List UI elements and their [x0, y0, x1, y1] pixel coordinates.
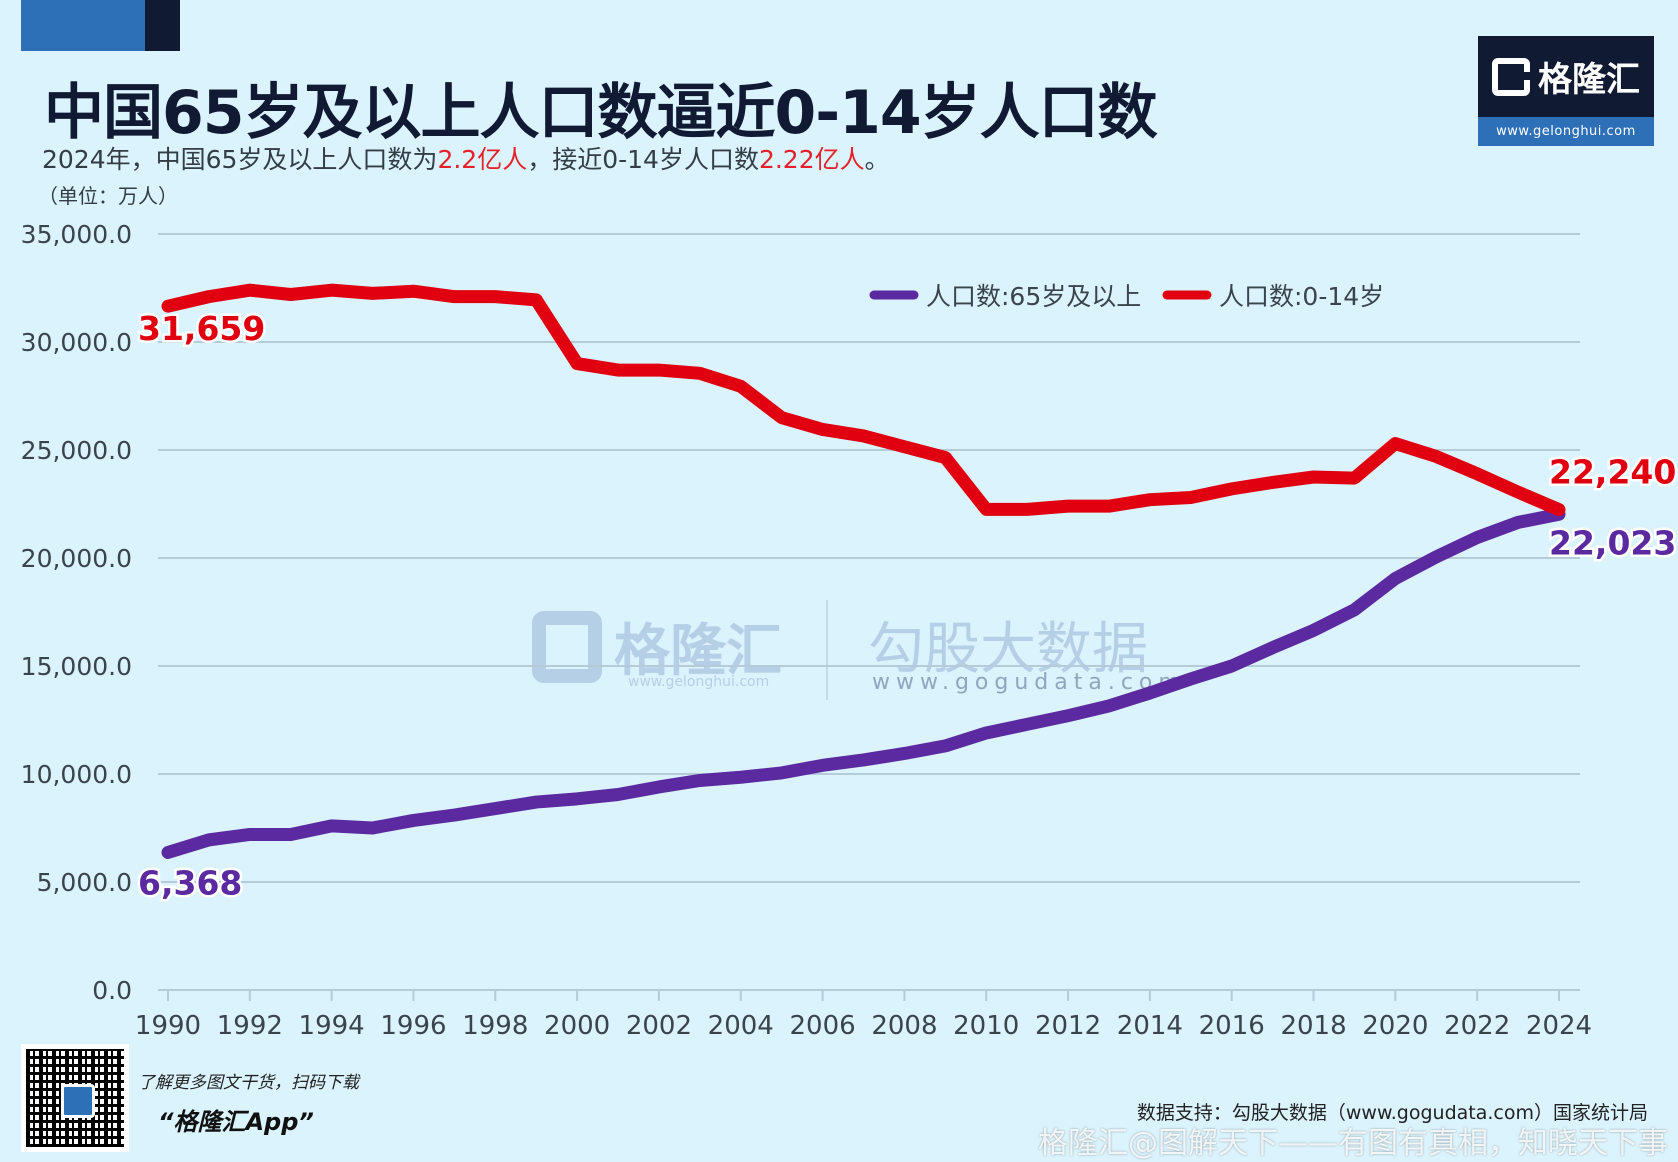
app-name: “格隆汇App”: [158, 1108, 314, 1136]
gelonghui-logo: 格隆汇 www.gelonghui.com: [1478, 36, 1654, 146]
x-tick-label: 2018: [1280, 1011, 1346, 1041]
x-tick-label: 2002: [626, 1011, 692, 1041]
data-label-65plus-last: 22,023: [1549, 523, 1676, 562]
y-tick-label: 35,000.0: [21, 220, 132, 249]
y-axis-ticks: 0.0 5,000.0 10,000.0 15,000.0 20,000.0 25,000…: [21, 220, 132, 1005]
subtitle-highlight-65plus: 2.2亿人: [437, 145, 528, 174]
x-tick-label: 2024: [1526, 1011, 1592, 1041]
y-tick-label: 0.0: [92, 976, 132, 1005]
qr-caption: 了解更多图文干货，扫码下载: [138, 1073, 359, 1093]
y-tick-label: 20,000.0: [21, 544, 132, 573]
logo-url: www.gelonghui.com: [1478, 117, 1654, 146]
watermark-gelonghui-url: www.gelonghui.com: [628, 674, 770, 690]
series-line-0-14: [161, 283, 1566, 517]
data-label-0-14-last: 22,240: [1549, 453, 1676, 492]
unit-label: （单位：万人）: [38, 184, 178, 208]
x-tick-label: 1990: [135, 1011, 201, 1041]
x-tick-label: 2020: [1362, 1011, 1428, 1041]
header-accent-bar: [21, 0, 145, 51]
watermark-divider: [826, 600, 828, 700]
subtitle-highlight-0-14: 2.22亿人: [758, 145, 865, 174]
x-tick-label: 1998: [462, 1011, 528, 1041]
data-label-0-14-first: 31,659: [138, 309, 265, 348]
x-tick-label: 2004: [708, 1011, 774, 1041]
x-tick-label: 2022: [1444, 1011, 1510, 1041]
legend-label-0-14: 人口数:0-14岁: [1219, 282, 1384, 311]
download-qr-code[interactable]: [21, 1044, 129, 1152]
x-tick-label: 2010: [953, 1011, 1019, 1041]
logo-brand: 格隆汇: [1478, 36, 1654, 117]
y-tick-label: 15,000.0: [21, 652, 132, 681]
y-tick-label: 30,000.0: [21, 328, 132, 357]
x-tick-label: 1992: [217, 1011, 283, 1041]
x-tick-label: 2008: [871, 1011, 937, 1041]
x-tick-label: 2014: [1117, 1011, 1183, 1041]
watermark-gogudata: 勾股大数据: [868, 617, 1148, 682]
platform-watermark: 格隆汇@图解天下——有图有真相，知晓天下事: [1038, 1126, 1668, 1161]
logo-brand-text: 格隆汇: [1538, 60, 1640, 100]
subtitle-text: ，接近0-14岁人口数: [527, 145, 759, 174]
qr-g-logo-icon: [61, 1084, 95, 1118]
watermark-gelonghui-text: 格隆汇: [614, 619, 782, 684]
x-tick-label: 2012: [1035, 1011, 1101, 1041]
x-tick-label: 2006: [790, 1011, 856, 1041]
grid-lines: [158, 233, 1580, 883]
subtitle-text: 。: [864, 145, 890, 174]
x-tick-label: 2000: [544, 1011, 610, 1041]
subtitle-text: 2024年，中国65岁及以上人口数为: [42, 145, 438, 174]
y-tick-label: 10,000.0: [21, 760, 132, 789]
series-lines: [161, 283, 1566, 859]
data-label-65plus-first: 6,368: [138, 863, 242, 902]
series-line-65plus: [161, 507, 1566, 859]
legend: 人口数:65岁及以上 人口数:0-14岁: [869, 282, 1384, 311]
chart-subtitle: 2024年，中国65岁及以上人口数为2.2亿人，接近0-14岁人口数2.22亿人…: [42, 140, 890, 176]
y-tick-label: 25,000.0: [21, 436, 132, 465]
data-source: 数据支持：勾股大数据（www.gogudata.com）国家统计局: [1136, 1102, 1648, 1124]
g-logo-icon: [1492, 57, 1530, 96]
legend-label-65plus: 人口数:65岁及以上: [926, 282, 1141, 311]
x-axis: 1990 1992 1994 1996 1998 2000 2002 2004 2006 2008…: [135, 989, 1592, 1041]
x-tick-label: 2016: [1199, 1011, 1265, 1041]
chart-title: 中国65岁及以上人口数逼近0-14岁人口数: [44, 78, 1158, 148]
watermark-g-icon: [532, 610, 602, 683]
watermark-gogudata-url: www.gogudata.com: [872, 670, 1186, 695]
header-accent-bar-dark: [145, 0, 180, 51]
x-tick-label: 1996: [380, 1011, 446, 1041]
y-tick-label: 5,000.0: [37, 868, 132, 897]
watermark-gelonghui: 格隆汇: [532, 606, 782, 687]
x-tick-label: 1994: [299, 1011, 365, 1041]
data-labels: 6,368 22,023 31,659 22,240: [136, 307, 1678, 905]
